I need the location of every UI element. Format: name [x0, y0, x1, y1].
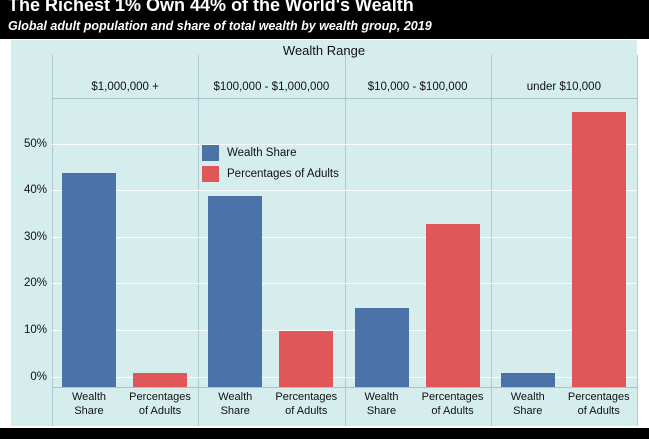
- wealth-range-label: $1,000,000 +: [91, 81, 159, 93]
- x-tick-label: Percentages of Adults: [275, 391, 338, 417]
- bar-wealth-share: [354, 307, 409, 387]
- bar-percentages-of-adults: [279, 331, 334, 387]
- wealth-range-label: $10,000 - $100,000: [367, 81, 468, 93]
- y-tick-label-50%: 50%: [23, 137, 47, 150]
- y-tick-label-20%: 20%: [23, 277, 47, 290]
- bottom-bar: [0, 428, 649, 439]
- bar-wealth-share: [208, 195, 263, 387]
- x-axis-line: [52, 387, 638, 388]
- chart-subtitle: Global adult population and share of tot…: [8, 19, 432, 33]
- x-tick-label: Percentages of Adults: [129, 391, 191, 417]
- bar-wealth-share: [62, 172, 116, 387]
- panel-divider: [637, 55, 638, 426]
- wealth-range-label: $100,000 - $1,000,000: [213, 81, 330, 93]
- bar-percentages-of-adults: [571, 112, 626, 387]
- x-tick-label: Wealth Share: [510, 391, 545, 417]
- gridline-10: [52, 330, 637, 332]
- y-tick-label-10%: 10%: [23, 324, 47, 337]
- y-tick-label-40%: 40%: [23, 184, 47, 197]
- legend-item-percentages-of-adults: Percentages of Adults: [202, 166, 339, 182]
- plot-top-spine: [52, 98, 638, 99]
- gridline-20: [52, 283, 637, 285]
- legend-label-percentages-of-adults: Percentages of Adults: [227, 168, 339, 180]
- x-tick-label: Wealth Share: [71, 391, 107, 417]
- legend-label-wealth-share: Wealth Share: [227, 147, 297, 159]
- bar-wealth-share: [500, 373, 555, 387]
- gridline-40: [52, 190, 637, 192]
- panel-divider: [344, 55, 346, 426]
- plot-area: [52, 98, 637, 387]
- title-banner: The Richest 1% Own 44% of the World's We…: [0, 0, 649, 39]
- panel-divider: [198, 55, 200, 426]
- gridline-30: [52, 236, 637, 238]
- chart-headline: The Richest 1% Own 44% of the World's We…: [8, 0, 414, 15]
- chart-title: Wealth Range: [282, 43, 366, 58]
- panel-divider: [490, 55, 492, 426]
- y-tick-label-30%: 30%: [23, 230, 47, 243]
- x-tick-label: Wealth Share: [218, 391, 253, 417]
- gridline-50: [52, 143, 637, 145]
- legend: Wealth Share Percentages of Adults: [202, 145, 339, 187]
- panel-divider: [52, 55, 53, 426]
- x-tick-label: Wealth Share: [364, 391, 399, 417]
- wealth-share-swatch: [202, 145, 219, 161]
- chart-figure: Wealth Range $1,000,000 + $100,000 - $1,0…: [11, 40, 638, 426]
- y-tick-label-0%: 0%: [30, 370, 47, 383]
- bar-percentages-of-adults: [425, 223, 480, 387]
- bar-percentages-of-adults: [133, 373, 187, 387]
- gridline-0: [52, 376, 637, 378]
- legend-item-wealth-share: Wealth Share: [202, 145, 339, 161]
- x-tick-label: Percentages of Adults: [421, 391, 484, 417]
- wealth-range-label: under $10,000: [526, 81, 601, 93]
- percentages-of-adults-swatch: [202, 166, 219, 182]
- x-tick-label: Percentages of Adults: [567, 391, 630, 417]
